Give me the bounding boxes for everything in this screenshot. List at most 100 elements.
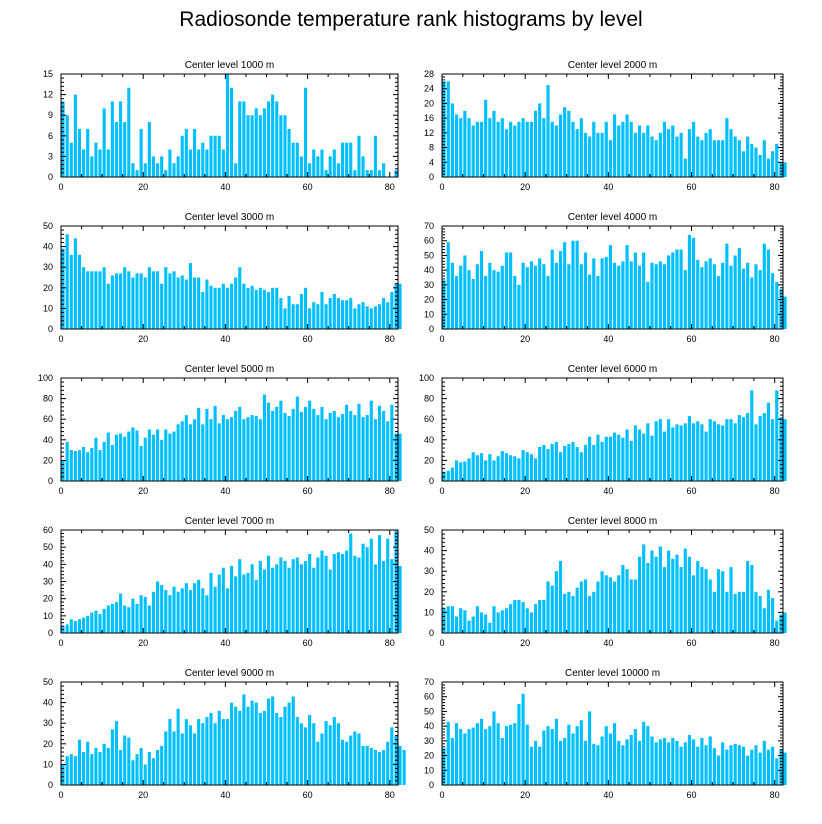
histogram-bar: [442, 280, 446, 329]
y-tick-label: 10: [43, 611, 53, 621]
histogram-bar: [316, 415, 320, 481]
y-tick-label: 40: [43, 435, 53, 445]
histogram-bar: [172, 431, 176, 481]
y-tick-label: 0: [429, 780, 434, 790]
x-tick-label: 40: [603, 638, 613, 648]
histogram-bar: [209, 135, 213, 177]
histogram-bar: [604, 121, 608, 177]
histogram-bar: [737, 140, 741, 177]
histogram-bar: [213, 723, 217, 785]
y-tick-label: 10: [43, 303, 53, 313]
histogram-bar: [119, 749, 123, 785]
histogram-bar: [217, 574, 221, 633]
histogram-bar: [114, 122, 119, 177]
histogram-bar: [184, 128, 188, 177]
histogram-bar: [446, 242, 450, 329]
histogram-bar: [332, 717, 336, 785]
histogram-bar: [575, 447, 579, 481]
histogram-bar: [459, 729, 463, 785]
histogram-bar: [225, 287, 229, 329]
histogram-bar: [642, 433, 646, 481]
histogram-bar: [106, 747, 110, 785]
histogram-bar: [221, 415, 225, 481]
histogram-bar: [675, 554, 679, 633]
histogram-bar: [349, 142, 353, 177]
histogram-bar: [571, 733, 575, 785]
histogram-bar: [662, 737, 667, 785]
histogram-bar: [459, 608, 463, 633]
x-tick-label: 80: [385, 790, 395, 800]
histogram-bar: [492, 711, 496, 785]
histogram-bar: [217, 135, 221, 177]
histogram-bar: [119, 433, 123, 481]
y-tick-label: 30: [424, 736, 434, 746]
histogram-bar: [475, 723, 479, 785]
histogram-bar: [328, 298, 332, 329]
histogram-bar: [299, 723, 303, 785]
histogram-bar: [529, 454, 533, 481]
histogram-bar: [234, 706, 238, 785]
histogram-bar: [650, 435, 654, 481]
x-tick-label: 0: [439, 334, 444, 344]
histogram-bar: [513, 600, 517, 633]
histogram-bar: [369, 747, 373, 785]
histogram-bar: [662, 264, 667, 329]
histogram-bar: [303, 406, 308, 481]
x-tick-label: 0: [58, 182, 63, 192]
histogram-bar: [98, 614, 102, 633]
plot-frame: [441, 377, 784, 482]
y-tick-label: 10: [43, 759, 53, 769]
histogram-bar: [554, 262, 558, 329]
y-tick-label: 40: [424, 435, 434, 445]
histogram-bar: [546, 85, 550, 177]
histogram-bar: [299, 156, 303, 177]
histogram-bar: [729, 129, 733, 177]
histogram-bar: [61, 101, 65, 177]
histogram-bar: [147, 267, 151, 329]
histogram-bar: [779, 162, 783, 177]
y-tick-label: 30: [424, 280, 434, 290]
histogram-bar: [692, 739, 696, 785]
histogram-bar: [737, 248, 741, 329]
histogram-bar: [250, 115, 254, 177]
histogram-bar: [550, 121, 554, 177]
histogram-bar: [538, 103, 542, 177]
histogram-bar: [176, 156, 180, 177]
main-title: Radiosonde temperature rank histograms b…: [179, 8, 643, 31]
histogram-bar: [246, 115, 250, 177]
histogram-bar: [762, 740, 766, 785]
histogram-bar: [61, 248, 65, 329]
histogram-bar: [295, 142, 299, 177]
histogram-bar: [509, 724, 513, 785]
histogram-bar: [225, 74, 229, 177]
histogram-bar: [517, 600, 521, 633]
histogram-bar: [254, 108, 258, 177]
histogram-bar: [353, 170, 357, 177]
histogram-bar: [168, 273, 172, 329]
histogram-bar: [151, 758, 156, 785]
histogram-bar: [496, 612, 500, 633]
histogram-bar: [65, 441, 69, 481]
histogram-bar: [741, 417, 746, 481]
histogram-bar: [679, 132, 683, 177]
histogram-bar: [279, 400, 283, 481]
histogram-bar: [700, 140, 704, 177]
histogram-bar: [604, 436, 608, 481]
histogram-bar: [386, 421, 390, 481]
histogram-bar: [324, 555, 328, 633]
histogram-bar: [583, 252, 588, 329]
histogram-bar: [579, 264, 583, 329]
histogram-bar: [621, 745, 625, 785]
histogram-bar: [758, 416, 762, 481]
histogram-bar: [221, 149, 225, 177]
x-tick-label: 40: [220, 486, 230, 496]
histogram-bar: [65, 234, 69, 329]
panel-title: Center level 3000 m: [185, 212, 275, 223]
histogram-bar: [579, 581, 583, 633]
histogram-bar: [529, 121, 533, 177]
y-tick-label: 0: [48, 172, 53, 182]
x-tick-label: 60: [687, 638, 697, 648]
histogram-bar: [741, 151, 746, 177]
histogram-bar: [542, 264, 546, 329]
histogram-bar: [696, 136, 700, 177]
